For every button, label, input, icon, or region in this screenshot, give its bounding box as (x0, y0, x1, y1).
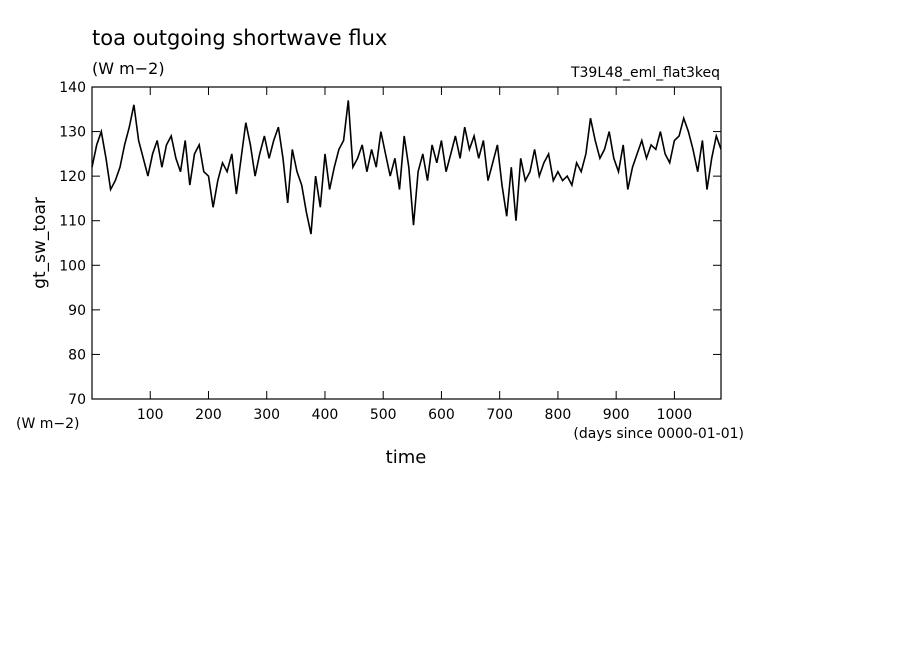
y-tick-label: 130 (59, 125, 86, 141)
plot-frame (91, 86, 722, 400)
y-tick-label: 100 (59, 258, 86, 274)
y-axis-units: (W m−2) (16, 416, 80, 432)
x-tick-label: 700 (486, 407, 513, 423)
y-tick-label: 80 (68, 347, 86, 363)
y-tick-label: 70 (68, 392, 86, 408)
y-tick-label: 140 (59, 80, 86, 96)
data-line (91, 100, 722, 235)
y-tick-label: 120 (59, 169, 86, 185)
y-tick-label: 90 (68, 303, 86, 319)
x-tick-label: 800 (545, 407, 572, 423)
x-tick-label: 900 (603, 407, 630, 423)
chart-title: toa outgoing shortwave flux (92, 26, 387, 50)
x-tick-label: 300 (253, 407, 280, 423)
x-tick-label: 600 (428, 407, 455, 423)
x-tick-label: 200 (195, 407, 222, 423)
x-tick-label: 500 (370, 407, 397, 423)
x-axis-label: time (386, 447, 427, 468)
chart-subtitle: (W m−2) (92, 59, 165, 78)
annotation: T39L48_eml_flat3keq (570, 65, 720, 81)
x-axis-units: (days since 0000-01-01) (573, 426, 744, 442)
x-tick-label: 400 (312, 407, 339, 423)
x-tick-label: 1000 (657, 407, 693, 423)
y-tick-label: 110 (59, 214, 86, 230)
x-tick-label: 100 (137, 407, 164, 423)
y-axis-label: gt_sw_toar (30, 197, 50, 289)
